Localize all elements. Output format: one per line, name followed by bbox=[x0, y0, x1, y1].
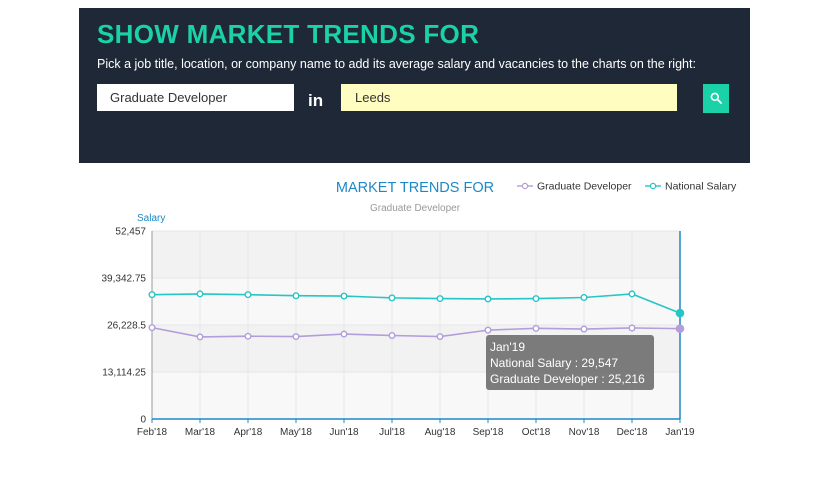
data-point bbox=[148, 291, 156, 299]
data-point bbox=[532, 324, 540, 332]
plot-area: 0 13,114.25 26,228.5 39,342.75 52,457 Feb'18 M… bbox=[102, 227, 696, 439]
legend-swatch-marker bbox=[649, 182, 657, 190]
data-point bbox=[628, 290, 636, 298]
x-tick-label: Feb'18 bbox=[137, 427, 168, 438]
panel-subtitle: Pick a job title, location, or company n… bbox=[97, 57, 696, 71]
data-point bbox=[436, 333, 444, 341]
x-tick-label: Jun'18 bbox=[329, 427, 359, 438]
market-trends-panel: SHOW MARKET TRENDS FOR Pick a job title,… bbox=[79, 8, 750, 163]
data-point bbox=[484, 295, 492, 303]
data-point bbox=[436, 295, 444, 303]
data-point bbox=[388, 331, 396, 339]
chart-subtitle: Graduate Developer bbox=[370, 203, 461, 214]
data-point bbox=[196, 290, 204, 298]
data-point bbox=[532, 295, 540, 303]
data-point bbox=[148, 324, 156, 332]
legend-label: Graduate Developer bbox=[537, 181, 632, 193]
legend-swatch-marker bbox=[521, 182, 529, 190]
x-tick-label: Oct'18 bbox=[522, 427, 551, 438]
search-icon bbox=[710, 92, 722, 104]
y-axis-label: Salary bbox=[137, 213, 165, 224]
tooltip-title: Jan'19 bbox=[490, 340, 525, 354]
data-point bbox=[244, 332, 252, 340]
tooltip-line: Graduate Developer : 25,216 bbox=[490, 372, 645, 386]
y-tick-label: 39,342.75 bbox=[102, 274, 147, 285]
x-tick-label: Sep'18 bbox=[473, 427, 504, 438]
location-input[interactable] bbox=[341, 84, 677, 111]
x-tick-label: May'18 bbox=[280, 427, 312, 438]
grid-band bbox=[152, 231, 680, 278]
data-point bbox=[628, 324, 636, 332]
data-point bbox=[675, 324, 685, 333]
data-point bbox=[340, 292, 348, 300]
data-point bbox=[675, 308, 685, 318]
series-line-0 bbox=[151, 326, 681, 338]
chart-title: MARKET TRENDS FOR bbox=[336, 180, 494, 196]
chart-legend: Graduate Developer National Salary bbox=[517, 181, 737, 193]
x-tick-label: Mar'18 bbox=[185, 427, 216, 438]
in-label: in bbox=[308, 91, 324, 110]
data-point bbox=[340, 330, 348, 338]
job-title-input[interactable] bbox=[97, 84, 294, 111]
x-tick-label: Apr'18 bbox=[234, 427, 263, 438]
x-tick-label: Jan'19 bbox=[665, 427, 695, 438]
data-point bbox=[196, 333, 204, 341]
series-line-1 bbox=[151, 293, 681, 314]
x-tick-label: Aug'18 bbox=[425, 427, 456, 438]
tooltip-line: National Salary : 29,547 bbox=[490, 356, 618, 370]
y-tick-label: 52,457 bbox=[115, 227, 146, 238]
search-button[interactable] bbox=[703, 84, 729, 113]
data-point bbox=[388, 294, 396, 302]
data-point bbox=[580, 325, 588, 333]
x-tick-label: Nov'18 bbox=[569, 427, 600, 438]
legend-label: National Salary bbox=[665, 181, 737, 193]
panel-title: SHOW MARKET TRENDS FOR bbox=[97, 19, 480, 49]
data-point bbox=[580, 294, 588, 302]
y-tick-label: 0 bbox=[140, 415, 146, 426]
x-tick-label: Jul'18 bbox=[379, 427, 405, 438]
y-tick-label: 26,228.5 bbox=[107, 321, 146, 332]
chart-tooltip: Jan'19 National Salary : 29,547 Graduate D… bbox=[486, 335, 654, 390]
data-point bbox=[244, 291, 252, 299]
data-point bbox=[484, 326, 492, 334]
tooltip-box bbox=[486, 335, 654, 390]
x-tick-label: Dec'18 bbox=[617, 427, 648, 438]
data-point bbox=[292, 292, 300, 300]
y-tick-label: 13,114.25 bbox=[102, 368, 146, 379]
data-point bbox=[292, 333, 300, 341]
